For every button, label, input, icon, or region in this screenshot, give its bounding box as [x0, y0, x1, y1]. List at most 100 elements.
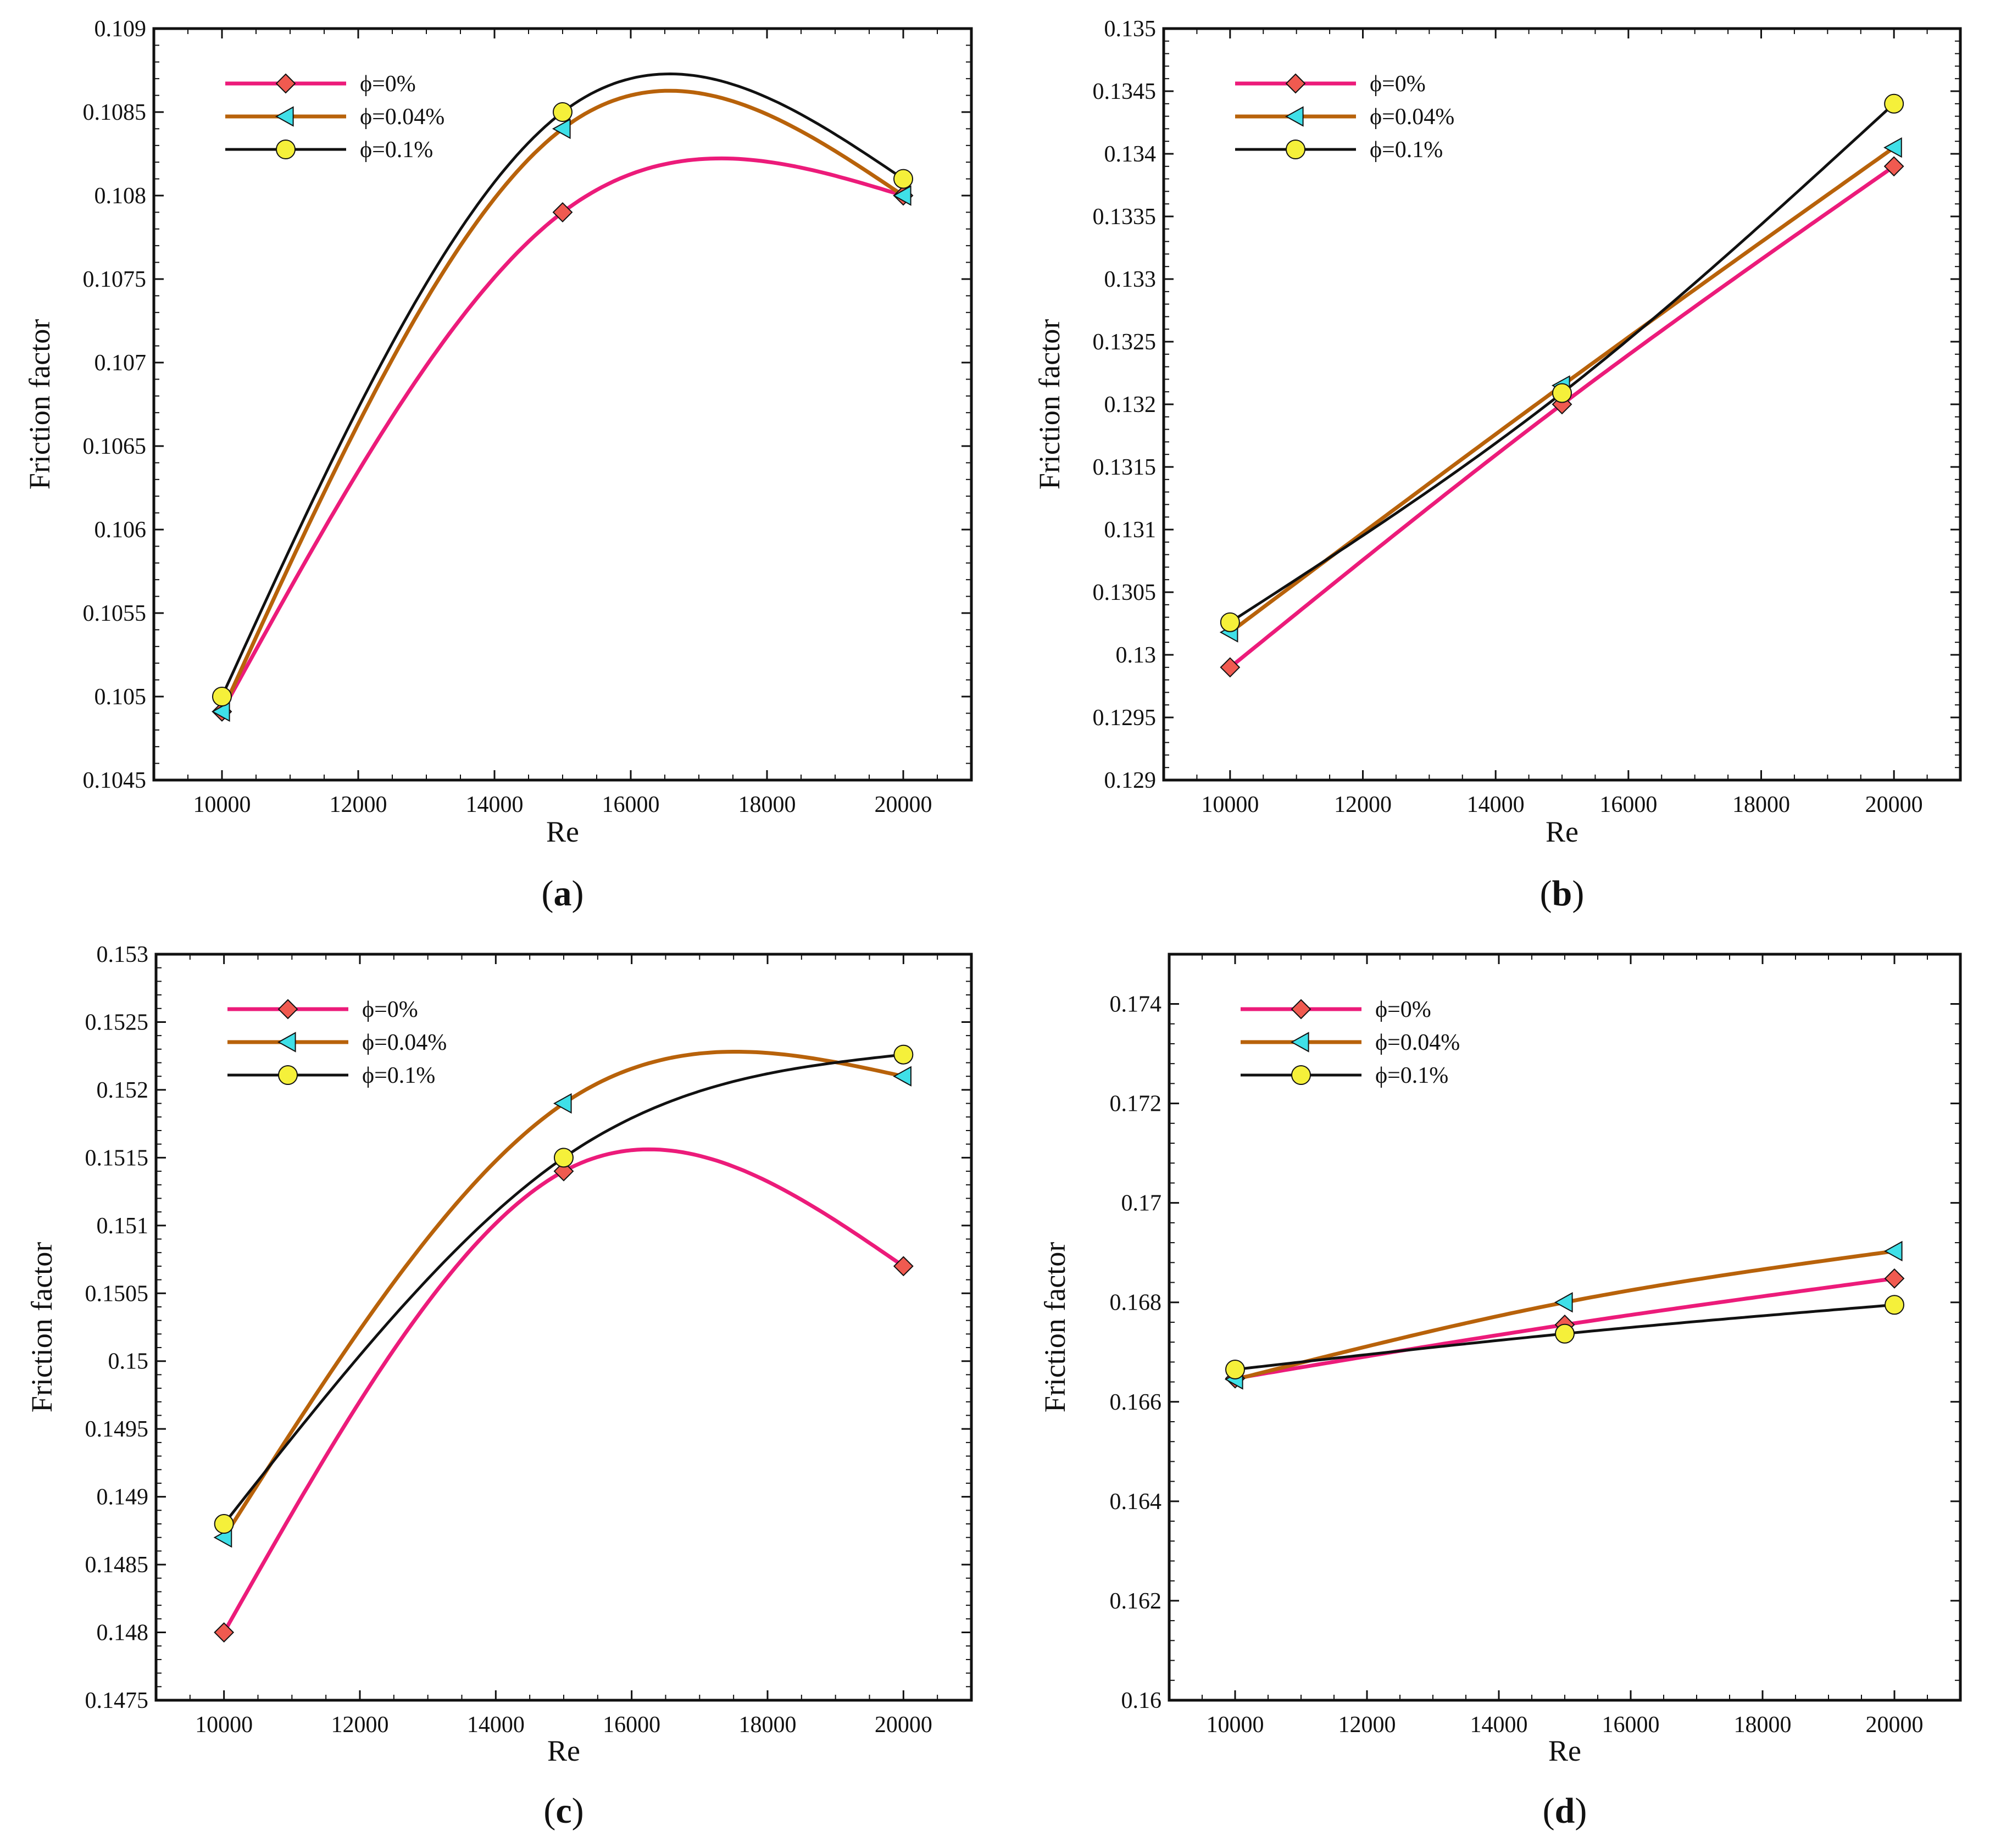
legend-label: ϕ=0.04%	[1375, 1030, 1460, 1055]
legend-label: ϕ=0.04%	[362, 1030, 447, 1055]
data-point-marker	[1885, 1295, 1904, 1315]
data-point-marker	[211, 701, 230, 722]
y-tick-label: 0.1315	[1093, 455, 1157, 480]
data-point-marker	[212, 687, 232, 706]
data-point-marker	[1884, 93, 1904, 114]
x-tick-label: 14000	[1467, 792, 1525, 817]
caption-open-paren: (	[1543, 1791, 1555, 1831]
data-point-marker	[893, 1256, 914, 1277]
y-axis-title: Friction factor	[1038, 1242, 1071, 1412]
x-tick-label: 18000	[739, 1712, 797, 1738]
series-line	[220, 88, 904, 713]
x-tick-label: 20000	[1866, 1712, 1924, 1738]
y-tick-label: 0.149	[97, 1485, 149, 1510]
y-axis-title: Friction factor	[1033, 319, 1066, 489]
y-tick-label: 0.166	[1110, 1390, 1162, 1415]
data-point-marker	[1884, 1268, 1905, 1289]
y-tick-label: 0.1505	[85, 1281, 149, 1306]
y-tick-label: 0.168	[1110, 1290, 1162, 1316]
caption-letter: d	[1555, 1791, 1575, 1831]
legend-label: ϕ=0%	[362, 997, 418, 1022]
y-tick-label: 0.1075	[83, 267, 147, 292]
x-tick-label: 12000	[330, 792, 387, 817]
data-point-marker	[1220, 657, 1241, 678]
x-tick-label: 10000	[193, 792, 251, 817]
y-tick-label: 0.1305	[1093, 580, 1157, 605]
y-tick-label: 0.1485	[85, 1552, 149, 1578]
data-point-marker	[1552, 383, 1572, 403]
y-tick-label: 0.106	[95, 517, 147, 543]
y-axis-title: Friction factor	[23, 319, 56, 489]
x-tick-label: 18000	[1732, 792, 1790, 817]
legend-label: ϕ=0.04%	[360, 104, 444, 130]
legend-label: ϕ=0%	[1375, 997, 1431, 1022]
chart-panel-d: 10000 12000 14000 16000 18000 20000 0.16 0.162 0…	[1038, 953, 1962, 1831]
x-tick-label: 16000	[1602, 1712, 1660, 1738]
y-tick-label: 0.1495	[85, 1417, 149, 1442]
series-line	[222, 1050, 904, 1539]
y-tick-label: 0.13	[1116, 643, 1157, 668]
x-tick-label: 20000	[875, 792, 932, 817]
data-point-marker	[552, 202, 573, 222]
y-tick-label: 0.1065	[83, 434, 147, 459]
panel-caption: (c)	[543, 1791, 583, 1831]
data-point-marker	[1225, 1359, 1245, 1379]
data-point-marker	[1883, 156, 1904, 177]
caption-close-paren: )	[572, 1791, 584, 1831]
data-point-marker	[1220, 612, 1240, 632]
x-tick-label: 14000	[1470, 1712, 1528, 1738]
data-point-marker	[554, 1148, 574, 1168]
caption-open-paren: (	[1540, 873, 1552, 914]
y-tick-label: 0.16	[1121, 1688, 1162, 1713]
y-tick-label: 0.1475	[85, 1688, 149, 1713]
y-tick-label: 0.1045	[83, 768, 147, 793]
y-tick-label: 0.1085	[83, 100, 147, 125]
y-tick-label: 0.172	[1110, 1092, 1162, 1117]
y-tick-label: 0.105	[95, 684, 147, 710]
y-tick-label: 0.1335	[1093, 204, 1157, 230]
y-tick-label: 0.17	[1121, 1191, 1162, 1216]
x-tick-label: 12000	[1338, 1712, 1396, 1738]
legend-marker	[277, 999, 298, 1020]
panel-caption: (b)	[1540, 873, 1585, 914]
y-tick-label: 0.1325	[1093, 330, 1157, 355]
y-tick-label: 0.164	[1110, 1489, 1162, 1515]
y-tick-label: 0.1295	[1093, 705, 1157, 731]
caption-letter: a	[554, 873, 572, 914]
x-tick-label: 16000	[603, 1712, 660, 1738]
data-point-marker	[1554, 1292, 1573, 1313]
legend-label: ϕ=0.1%	[362, 1063, 435, 1088]
series-line	[1229, 102, 1895, 624]
y-tick-label: 0.129	[1104, 768, 1157, 793]
caption-open-paren: (	[542, 873, 554, 914]
y-tick-label: 0.1515	[85, 1145, 149, 1171]
data-point-marker	[552, 118, 571, 140]
x-tick-label: 16000	[602, 792, 660, 817]
x-tick-label: 18000	[1734, 1712, 1792, 1738]
legend-marker	[278, 1065, 298, 1085]
chart-panel-a: 10000 12000 14000 16000 18000 20000 0.1045 0.10…	[23, 16, 973, 914]
legend-label: ϕ=0.1%	[1375, 1063, 1448, 1088]
legend-label: ϕ=0%	[360, 71, 416, 97]
data-point-marker	[553, 1161, 574, 1182]
y-tick-label: 0.108	[95, 183, 147, 209]
y-tick-label: 0.148	[97, 1621, 149, 1646]
y-tick-label: 0.152	[97, 1078, 149, 1103]
legend-marker	[1285, 106, 1304, 127]
chart-panel-b: 10000 12000 14000 16000 18000 20000 0.129 0.129…	[1033, 16, 1962, 914]
y-tick-label: 0.107	[95, 350, 147, 376]
series-line	[222, 1147, 905, 1634]
legend-label: ϕ=0.04%	[1370, 104, 1454, 130]
caption-letter: b	[1552, 873, 1572, 914]
legend-label: ϕ=0%	[1370, 71, 1426, 97]
caption-letter: c	[555, 1791, 571, 1831]
legend-label: ϕ=0.1%	[360, 137, 433, 163]
y-tick-label: 0.15	[108, 1349, 149, 1374]
data-point-marker	[553, 1093, 572, 1114]
y-axis-title: Friction factor	[25, 1242, 58, 1412]
y-tick-label: 0.131	[1104, 517, 1157, 543]
x-tick-label: 16000	[1599, 792, 1657, 817]
series-line	[220, 156, 904, 713]
data-point-marker	[553, 102, 573, 122]
